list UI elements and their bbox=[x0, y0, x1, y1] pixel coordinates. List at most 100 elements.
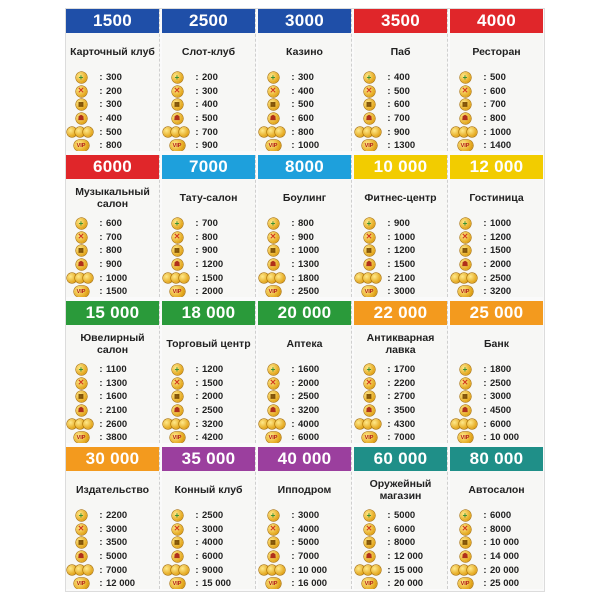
coin-icon bbox=[163, 419, 173, 430]
rent-line: :500 bbox=[66, 125, 159, 139]
rent-line: VIP:1000 bbox=[258, 139, 351, 151]
rent-line: ☗:7000 bbox=[258, 550, 351, 564]
rent-amount: 14 000 bbox=[490, 551, 520, 563]
card-title: Гостиница bbox=[469, 192, 524, 204]
property-card[interactable]: 40 000 Ипподром +:3000 ✕:4000 ▦:5000 ☗:7000:1… bbox=[258, 447, 352, 589]
property-card[interactable]: 20 000 Аптека +:1600 ✕:2000 ▦:2500 ☗:3200:400… bbox=[258, 301, 352, 443]
rent-amount: 600 bbox=[298, 113, 314, 125]
rent-line: :20 000 bbox=[450, 563, 543, 577]
rent-separator: : bbox=[387, 418, 391, 430]
cross-coin-icon: ✕ bbox=[258, 85, 288, 97]
property-card[interactable]: 15 000 Ювелирный салон +:1100 ✕:1300 ▦:1600 ☗… bbox=[66, 301, 160, 443]
grid-coin-icon: ▦ bbox=[258, 391, 288, 403]
rent-amount: 4000 bbox=[298, 523, 320, 535]
rent-separator: : bbox=[195, 218, 199, 230]
cross-coin-icon: ✕ bbox=[258, 231, 288, 243]
rent-amount: 3500 bbox=[106, 537, 128, 549]
rent-separator: : bbox=[291, 523, 295, 535]
rent-list: +:700 ✕:800 ▦:900 ☗:1200:1500 VIP:2000 bbox=[162, 217, 255, 297]
property-card[interactable]: 1500 Карточный клуб +:300 ✕:200 ▦:300 ☗:400:5… bbox=[66, 9, 160, 151]
rent-list: +:1100 ✕:1300 ▦:1600 ☗:2100:2600 VIP:3800 bbox=[66, 363, 159, 443]
rent-line: +:1600 bbox=[258, 363, 351, 377]
rent-amount: 4500 bbox=[490, 405, 512, 417]
rent-line: ✕:400 bbox=[258, 85, 351, 99]
rent-line: ✕:700 bbox=[66, 231, 159, 245]
rent-line: VIP:3000 bbox=[354, 285, 447, 297]
rent-separator: : bbox=[99, 231, 103, 243]
rent-amount: 3000 bbox=[298, 510, 320, 522]
mask-coin-icon: ☗ bbox=[66, 405, 96, 417]
property-card[interactable]: 18 000 Торговый центр +:1200 ✕:1500 ▦:2000 ☗:… bbox=[162, 301, 256, 443]
mask-coin-icon: ☗ bbox=[258, 551, 288, 563]
property-card[interactable]: 22 000 Антикварная лавка +:1700 ✕:2200 ▦:270… bbox=[354, 301, 448, 443]
coin-icon bbox=[179, 127, 189, 138]
vip-coin-icon: VIP bbox=[258, 286, 288, 297]
property-card[interactable]: 80 000 Автосалон +:6000 ✕:8000 ▦:10 000 ☗:14 … bbox=[450, 447, 543, 589]
rent-amount: 800 bbox=[106, 140, 122, 151]
plus-coin-icon: + bbox=[162, 364, 192, 376]
coin-cluster-icon bbox=[66, 273, 96, 284]
vip-coin-icon: VIP bbox=[354, 140, 384, 151]
rent-list: +:1000 ✕:1200 ▦:1500 ☗:2000:2500 VIP:3200 bbox=[450, 217, 543, 297]
rent-line: :2100 bbox=[354, 271, 447, 285]
card-title: Казино bbox=[286, 46, 323, 58]
coin-icon bbox=[267, 273, 277, 284]
coin-cluster-icon bbox=[354, 565, 384, 576]
plus-coin-icon: + bbox=[66, 364, 96, 376]
property-card[interactable]: 3500 Паб +:400 ✕:500 ▦:600 ☗:700:900 VIP:1300 bbox=[354, 9, 448, 151]
property-card[interactable]: 12 000 Гостиница +:1000 ✕:1200 ▦:1500 ☗:2000:… bbox=[450, 155, 543, 297]
property-card[interactable]: 2500 Слот-клуб +:200 ✕:300 ▦:400 ☗:500:700 VIP… bbox=[162, 9, 256, 151]
property-card[interactable]: 60 000 Оружейный магазин +:5000 ✕:6000 ▦:800… bbox=[354, 447, 448, 589]
coin-icon bbox=[371, 565, 381, 576]
rent-amount: 3200 bbox=[202, 418, 224, 430]
rent-amount: 1300 bbox=[106, 377, 128, 389]
rent-separator: : bbox=[483, 510, 487, 522]
vip-coin-icon: VIP bbox=[450, 578, 480, 589]
rent-amount: 8000 bbox=[394, 537, 416, 549]
mask-coin-icon: ☗ bbox=[162, 259, 192, 271]
rent-line: ☗:5000 bbox=[66, 550, 159, 564]
rent-line: VIP:2500 bbox=[258, 285, 351, 297]
rent-list: +:2200 ✕:3000 ▦:3500 ☗:5000:7000 VIP:12 000 bbox=[66, 509, 159, 589]
rent-amount: 2500 bbox=[490, 272, 512, 284]
rent-line: ✕:1200 bbox=[450, 231, 543, 245]
mask-coin-icon: ☗ bbox=[354, 551, 384, 563]
rent-amount: 25 000 bbox=[490, 578, 520, 589]
rent-separator: : bbox=[195, 510, 199, 522]
rent-amount: 800 bbox=[298, 218, 314, 230]
cross-coin-icon: ✕ bbox=[354, 377, 384, 389]
rent-separator: : bbox=[483, 364, 487, 376]
card-row: 30 000 Издательство +:2200 ✕:3000 ▦:3500 ☗:50… bbox=[66, 447, 544, 589]
rent-separator: : bbox=[483, 405, 487, 417]
rent-amount: 2500 bbox=[298, 286, 320, 297]
grid-coin-icon: ▦ bbox=[66, 391, 96, 403]
rent-line: VIP:2000 bbox=[162, 285, 255, 297]
rent-amount: 4200 bbox=[202, 432, 224, 443]
property-card[interactable]: 7000 Тату-салон +:700 ✕:800 ▦:900 ☗:1200:1500… bbox=[162, 155, 256, 297]
rent-amount: 2500 bbox=[202, 510, 224, 522]
property-card[interactable]: 4000 Ресторан +:500 ✕:600 ▦:700 ☗:800:1000 VIP… bbox=[450, 9, 543, 151]
rent-amount: 15 000 bbox=[394, 564, 424, 576]
coin-cluster-icon bbox=[162, 273, 192, 284]
property-card[interactable]: 3000 Казино +:300 ✕:400 ▦:500 ☗:600:800 VIP:10… bbox=[258, 9, 352, 151]
property-card[interactable]: 35 000 Конный клуб +:2500 ✕:3000 ▦:4000 ☗:600… bbox=[162, 447, 256, 589]
property-card[interactable]: 6000 Музыкальный салон +:600 ✕:700 ▦:800 ☗:90… bbox=[66, 155, 160, 297]
vip-coin-icon: VIP bbox=[258, 140, 288, 151]
rent-separator: : bbox=[387, 537, 391, 549]
property-card[interactable]: 10 000 Фитнес-центр +:900 ✕:1000 ▦:1200 ☗:150… bbox=[354, 155, 448, 297]
property-card[interactable]: 8000 Боулинг +:800 ✕:900 ▦:1000 ☗:1300:1800 VI… bbox=[258, 155, 352, 297]
rent-line: +:300 bbox=[66, 71, 159, 85]
property-card[interactable]: 30 000 Издательство +:2200 ✕:3000 ▦:3500 ☗:50… bbox=[66, 447, 160, 589]
rent-amount: 2500 bbox=[298, 391, 320, 403]
rent-separator: : bbox=[195, 364, 199, 376]
rent-amount: 2000 bbox=[298, 377, 320, 389]
rent-list: +:500 ✕:600 ▦:700 ☗:800:1000 VIP:1400 bbox=[450, 71, 543, 151]
property-card[interactable]: 25 000 Банк +:1800 ✕:2500 ▦:3000 ☗:4500:6000 V… bbox=[450, 301, 543, 443]
rent-separator: : bbox=[483, 85, 487, 97]
coin-cluster-icon bbox=[354, 273, 384, 284]
cross-coin-icon: ✕ bbox=[162, 523, 192, 535]
rent-line: :9000 bbox=[162, 563, 255, 577]
coin-icon bbox=[163, 127, 173, 138]
rent-line: ▦:500 bbox=[258, 98, 351, 112]
rent-separator: : bbox=[483, 551, 487, 563]
